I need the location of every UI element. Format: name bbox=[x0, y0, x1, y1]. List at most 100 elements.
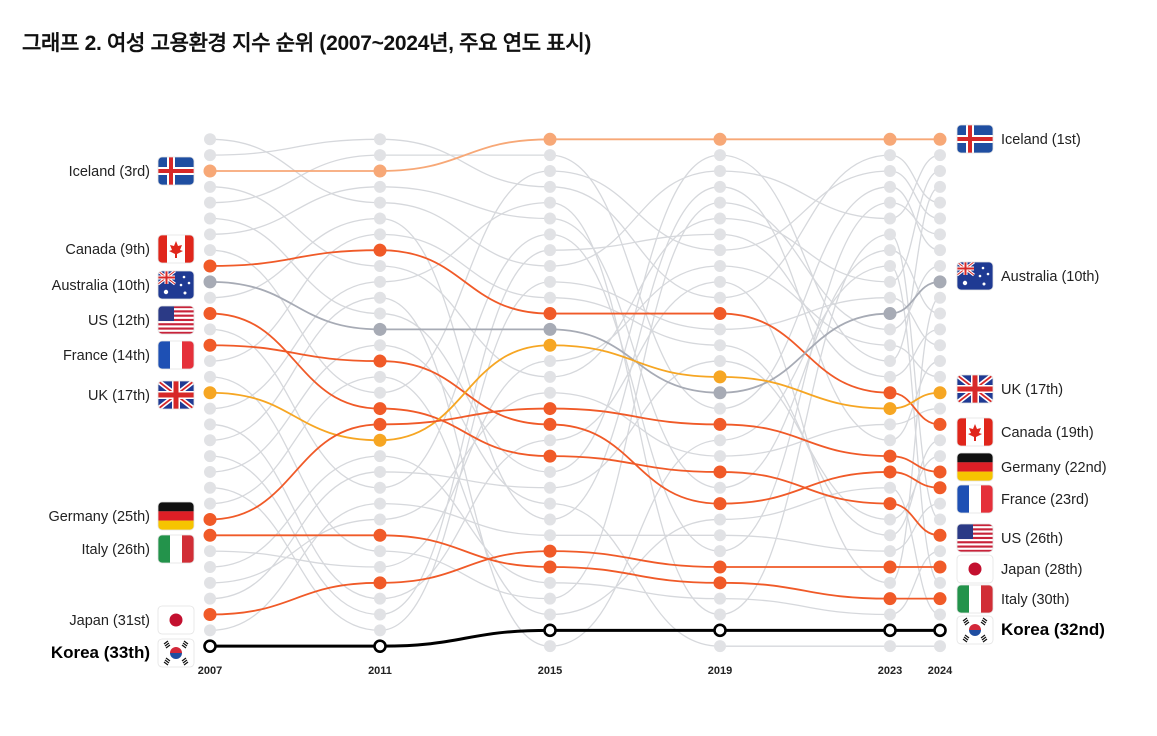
japan-flag bbox=[157, 605, 195, 635]
korea-point bbox=[203, 639, 217, 653]
rank-dot bbox=[204, 133, 216, 146]
rank-dot bbox=[204, 244, 216, 257]
germany-flag bbox=[956, 452, 994, 482]
canada-point bbox=[373, 243, 387, 257]
rank-dot bbox=[934, 608, 946, 621]
italy-line bbox=[209, 534, 940, 600]
us-point bbox=[543, 449, 557, 463]
rank-dot bbox=[544, 608, 556, 621]
rank-dot bbox=[714, 434, 726, 447]
rank-dot bbox=[884, 196, 896, 209]
japan-point bbox=[373, 576, 387, 590]
series-germany bbox=[203, 402, 947, 526]
rank-dot bbox=[934, 196, 946, 209]
germany-flag bbox=[157, 501, 195, 531]
rank-dot bbox=[544, 481, 556, 494]
canada-point bbox=[883, 386, 897, 400]
japan-point bbox=[933, 560, 947, 574]
rank-dot bbox=[374, 608, 386, 621]
rank-dot bbox=[374, 497, 386, 510]
series-canada bbox=[203, 243, 947, 431]
rank-dot bbox=[374, 228, 386, 241]
iceland-left-label: Iceland (3rd) bbox=[69, 164, 150, 180]
rank-dot bbox=[374, 339, 386, 352]
italy-point bbox=[543, 560, 557, 574]
rank-dot bbox=[934, 513, 946, 526]
rank-dot bbox=[884, 244, 896, 257]
rank-dot bbox=[544, 212, 556, 225]
uk-point bbox=[373, 433, 387, 447]
rank-dot bbox=[934, 149, 946, 162]
japan-line bbox=[209, 550, 940, 616]
rank-dot bbox=[544, 180, 556, 193]
rank-dot bbox=[374, 291, 386, 304]
rank-dot bbox=[934, 640, 946, 653]
rank-dot bbox=[714, 513, 726, 526]
rank-dot bbox=[884, 434, 896, 447]
rank-dot bbox=[884, 323, 896, 336]
rank-dot bbox=[544, 355, 556, 368]
rank-dot bbox=[934, 260, 946, 273]
rank-dot bbox=[884, 418, 896, 431]
rank-dot bbox=[714, 149, 726, 162]
other-country-line bbox=[209, 344, 940, 647]
germany-point bbox=[543, 402, 557, 416]
japan-right-label: Japan (28th) bbox=[1001, 562, 1082, 578]
rank-dot bbox=[714, 355, 726, 368]
rank-dot bbox=[884, 529, 896, 542]
rank-dot bbox=[884, 275, 896, 288]
rank-dot bbox=[544, 529, 556, 542]
rank-dot bbox=[204, 497, 216, 510]
rank-dot bbox=[544, 640, 556, 653]
rank-dot bbox=[374, 149, 386, 162]
rank-dot bbox=[204, 481, 216, 494]
rank-dot bbox=[934, 434, 946, 447]
rank-dot bbox=[374, 560, 386, 573]
rank-dot bbox=[714, 244, 726, 257]
germany-point bbox=[203, 512, 217, 526]
rank-dot bbox=[714, 212, 726, 225]
series-italy bbox=[203, 528, 947, 606]
rank-dot bbox=[544, 434, 556, 447]
highlighted-series bbox=[203, 132, 947, 653]
canada-point bbox=[713, 307, 727, 321]
rank-dot bbox=[934, 244, 946, 257]
rank-dot bbox=[884, 640, 896, 653]
uk-point bbox=[713, 370, 727, 384]
rank-dot bbox=[544, 244, 556, 257]
korea-point bbox=[933, 623, 947, 638]
other-country-line bbox=[209, 265, 941, 568]
japan-point bbox=[203, 608, 217, 621]
france-line bbox=[209, 344, 941, 505]
rank-dot bbox=[934, 228, 946, 241]
japan-flag bbox=[956, 554, 994, 584]
rank-dot bbox=[884, 545, 896, 558]
australia-point bbox=[883, 307, 897, 321]
rank-dot bbox=[204, 450, 216, 463]
rank-dot bbox=[884, 608, 896, 621]
us-right-label: US (26th) bbox=[1001, 531, 1063, 547]
rank-dot bbox=[884, 513, 896, 526]
rank-dot bbox=[934, 212, 946, 225]
chart-title: 그래프 2. 여성 고용환경 지수 순위 (2007~2024년, 주요 연도 … bbox=[22, 32, 592, 55]
uk-point bbox=[543, 338, 557, 352]
italy-flag bbox=[956, 584, 994, 614]
rank-dot bbox=[374, 545, 386, 558]
canada-flag bbox=[157, 234, 195, 264]
rank-dot bbox=[204, 592, 216, 605]
rank-dot bbox=[884, 164, 896, 177]
iceland-flag bbox=[157, 156, 195, 186]
korea-left-label: Korea (33th) bbox=[51, 643, 150, 662]
australia-point bbox=[933, 275, 947, 289]
year-label-2011: 2011 bbox=[368, 665, 392, 677]
rank-dot bbox=[714, 640, 726, 653]
other-country-line bbox=[209, 281, 941, 600]
canada-left-label: Canada (9th) bbox=[65, 242, 150, 258]
uk-flag bbox=[157, 380, 195, 410]
us-point bbox=[373, 402, 387, 416]
france-left-label: France (14th) bbox=[63, 348, 150, 364]
rank-dot bbox=[884, 576, 896, 589]
rank-dot bbox=[544, 465, 556, 478]
rank-dot bbox=[374, 465, 386, 478]
canada-point bbox=[933, 417, 947, 431]
